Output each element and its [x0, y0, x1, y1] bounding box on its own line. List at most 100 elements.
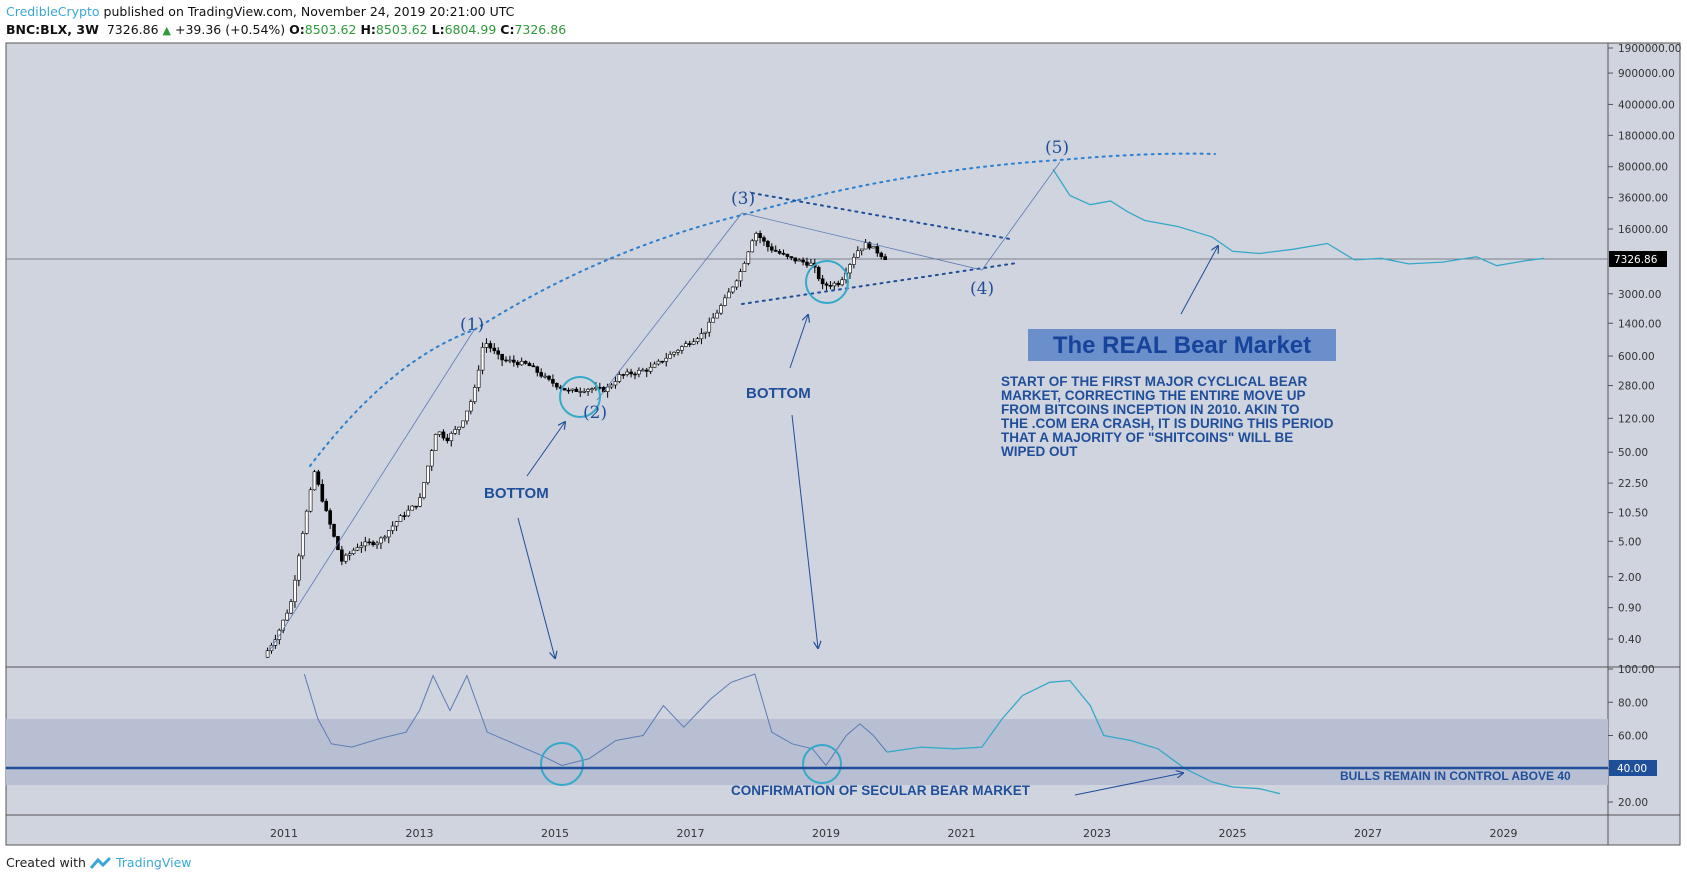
- candle: [855, 250, 860, 258]
- candle: [766, 240, 770, 248]
- price-tick-label: 36000.00: [1618, 193, 1668, 205]
- candle: [386, 530, 391, 538]
- candle: [613, 381, 618, 386]
- candle: [769, 246, 774, 251]
- wave-2-label: (2): [583, 403, 607, 423]
- candle: [863, 242, 868, 250]
- dotted-resistance: [751, 192, 1011, 240]
- candle: [293, 579, 297, 603]
- candle: [504, 359, 508, 362]
- footer: Created with TradingView: [6, 855, 192, 870]
- candle: [312, 471, 317, 491]
- candle: [644, 369, 649, 372]
- candle: [734, 280, 739, 288]
- candle: [566, 389, 571, 392]
- candle: [465, 410, 469, 422]
- bottom-circle-2: [805, 260, 849, 304]
- candle: [488, 343, 493, 349]
- open-label: O:: [289, 22, 305, 37]
- candle: [805, 261, 809, 266]
- candle: [359, 545, 364, 548]
- candle: [699, 333, 704, 340]
- candle: [367, 541, 372, 544]
- candle: [875, 246, 880, 254]
- chart-background: [5, 42, 1681, 846]
- symbol-info: BNC:BLX, 3W 7326.86 ▲ +39.36 (+0.54%) O:…: [6, 22, 566, 37]
- publish-info: CredibleCrypto published on TradingView.…: [6, 4, 514, 19]
- candle: [746, 251, 751, 264]
- bulls-label: BULLS REMAIN IN CONTROL ABOVE 40: [1340, 769, 1571, 783]
- description-line: WIPED OUT: [1001, 444, 1078, 459]
- candle: [281, 619, 286, 631]
- candle: [648, 366, 653, 372]
- candle: [539, 372, 543, 377]
- candle: [410, 505, 415, 511]
- candle: [515, 361, 520, 366]
- last-price: 7326.86: [106, 22, 159, 37]
- low-value: 6804.99: [444, 22, 497, 37]
- candle: [398, 515, 403, 522]
- candle: [363, 541, 368, 547]
- last-price-badge: [1609, 251, 1667, 267]
- candle: [652, 363, 657, 368]
- price-tick-label: 280.00: [1618, 381, 1655, 393]
- price-tick-label: 80000.00: [1618, 162, 1668, 174]
- candle: [265, 650, 270, 658]
- candle: [840, 279, 844, 286]
- candle: [672, 351, 676, 355]
- candle: [719, 305, 723, 314]
- bear-market-title: The REAL Bear Market: [1053, 332, 1311, 359]
- price-tick-label: 10.50: [1618, 508, 1648, 520]
- price-change: +39.36 (+0.54%): [174, 22, 286, 37]
- candle: [789, 256, 794, 259]
- candle: [605, 386, 610, 393]
- candle: [422, 482, 426, 499]
- high-value: 8503.62: [375, 22, 428, 37]
- price-chart[interactable]: 1900000.00 900000.00 400000.00 180000.00 800…: [0, 0, 1687, 850]
- candle: [351, 549, 356, 554]
- candle: [707, 321, 712, 333]
- up-arrow-icon: ▲: [162, 24, 171, 37]
- time-tick-label: 2017: [677, 827, 705, 840]
- candle: [637, 370, 641, 375]
- candle: [289, 601, 293, 614]
- time-tick-label: 2023: [1083, 827, 1111, 840]
- candle: [687, 343, 692, 345]
- candle: [343, 554, 348, 562]
- tradingview-link[interactable]: TradingView: [115, 855, 192, 870]
- time-tick-label: 2029: [1490, 827, 1518, 840]
- candle: [680, 346, 684, 351]
- price-tick-label: 50.00: [1618, 447, 1648, 459]
- candle: [629, 371, 633, 375]
- candle: [695, 338, 700, 343]
- candle: [773, 249, 778, 252]
- candle: [371, 541, 375, 546]
- candle: [711, 317, 715, 323]
- price-tick-label: 16000.00: [1618, 224, 1668, 236]
- time-tick-label: 2021: [948, 827, 976, 840]
- candle: [801, 259, 805, 263]
- candle: [820, 278, 825, 285]
- price-tick-label: 400000.00: [1618, 99, 1675, 111]
- candle: [750, 240, 755, 253]
- candle: [762, 237, 766, 242]
- candle: [379, 537, 383, 544]
- created-with-text: Created with: [6, 855, 86, 870]
- candle: [715, 312, 719, 319]
- candle: [273, 639, 278, 646]
- candle: [574, 388, 579, 392]
- candle: [472, 387, 477, 402]
- candle: [664, 357, 669, 362]
- rsi-tick-label: 80.00: [1618, 697, 1648, 709]
- candle: [824, 283, 829, 286]
- author-link[interactable]: CredibleCrypto: [6, 4, 100, 19]
- candle: [418, 497, 422, 507]
- candle: [328, 510, 332, 525]
- candle: [668, 353, 672, 359]
- candle: [476, 369, 481, 388]
- candle: [586, 388, 590, 392]
- candle: [453, 429, 457, 434]
- candle: [883, 256, 887, 261]
- price-projection-line: [1052, 168, 1545, 267]
- price-tick-label: 5.00: [1618, 536, 1641, 548]
